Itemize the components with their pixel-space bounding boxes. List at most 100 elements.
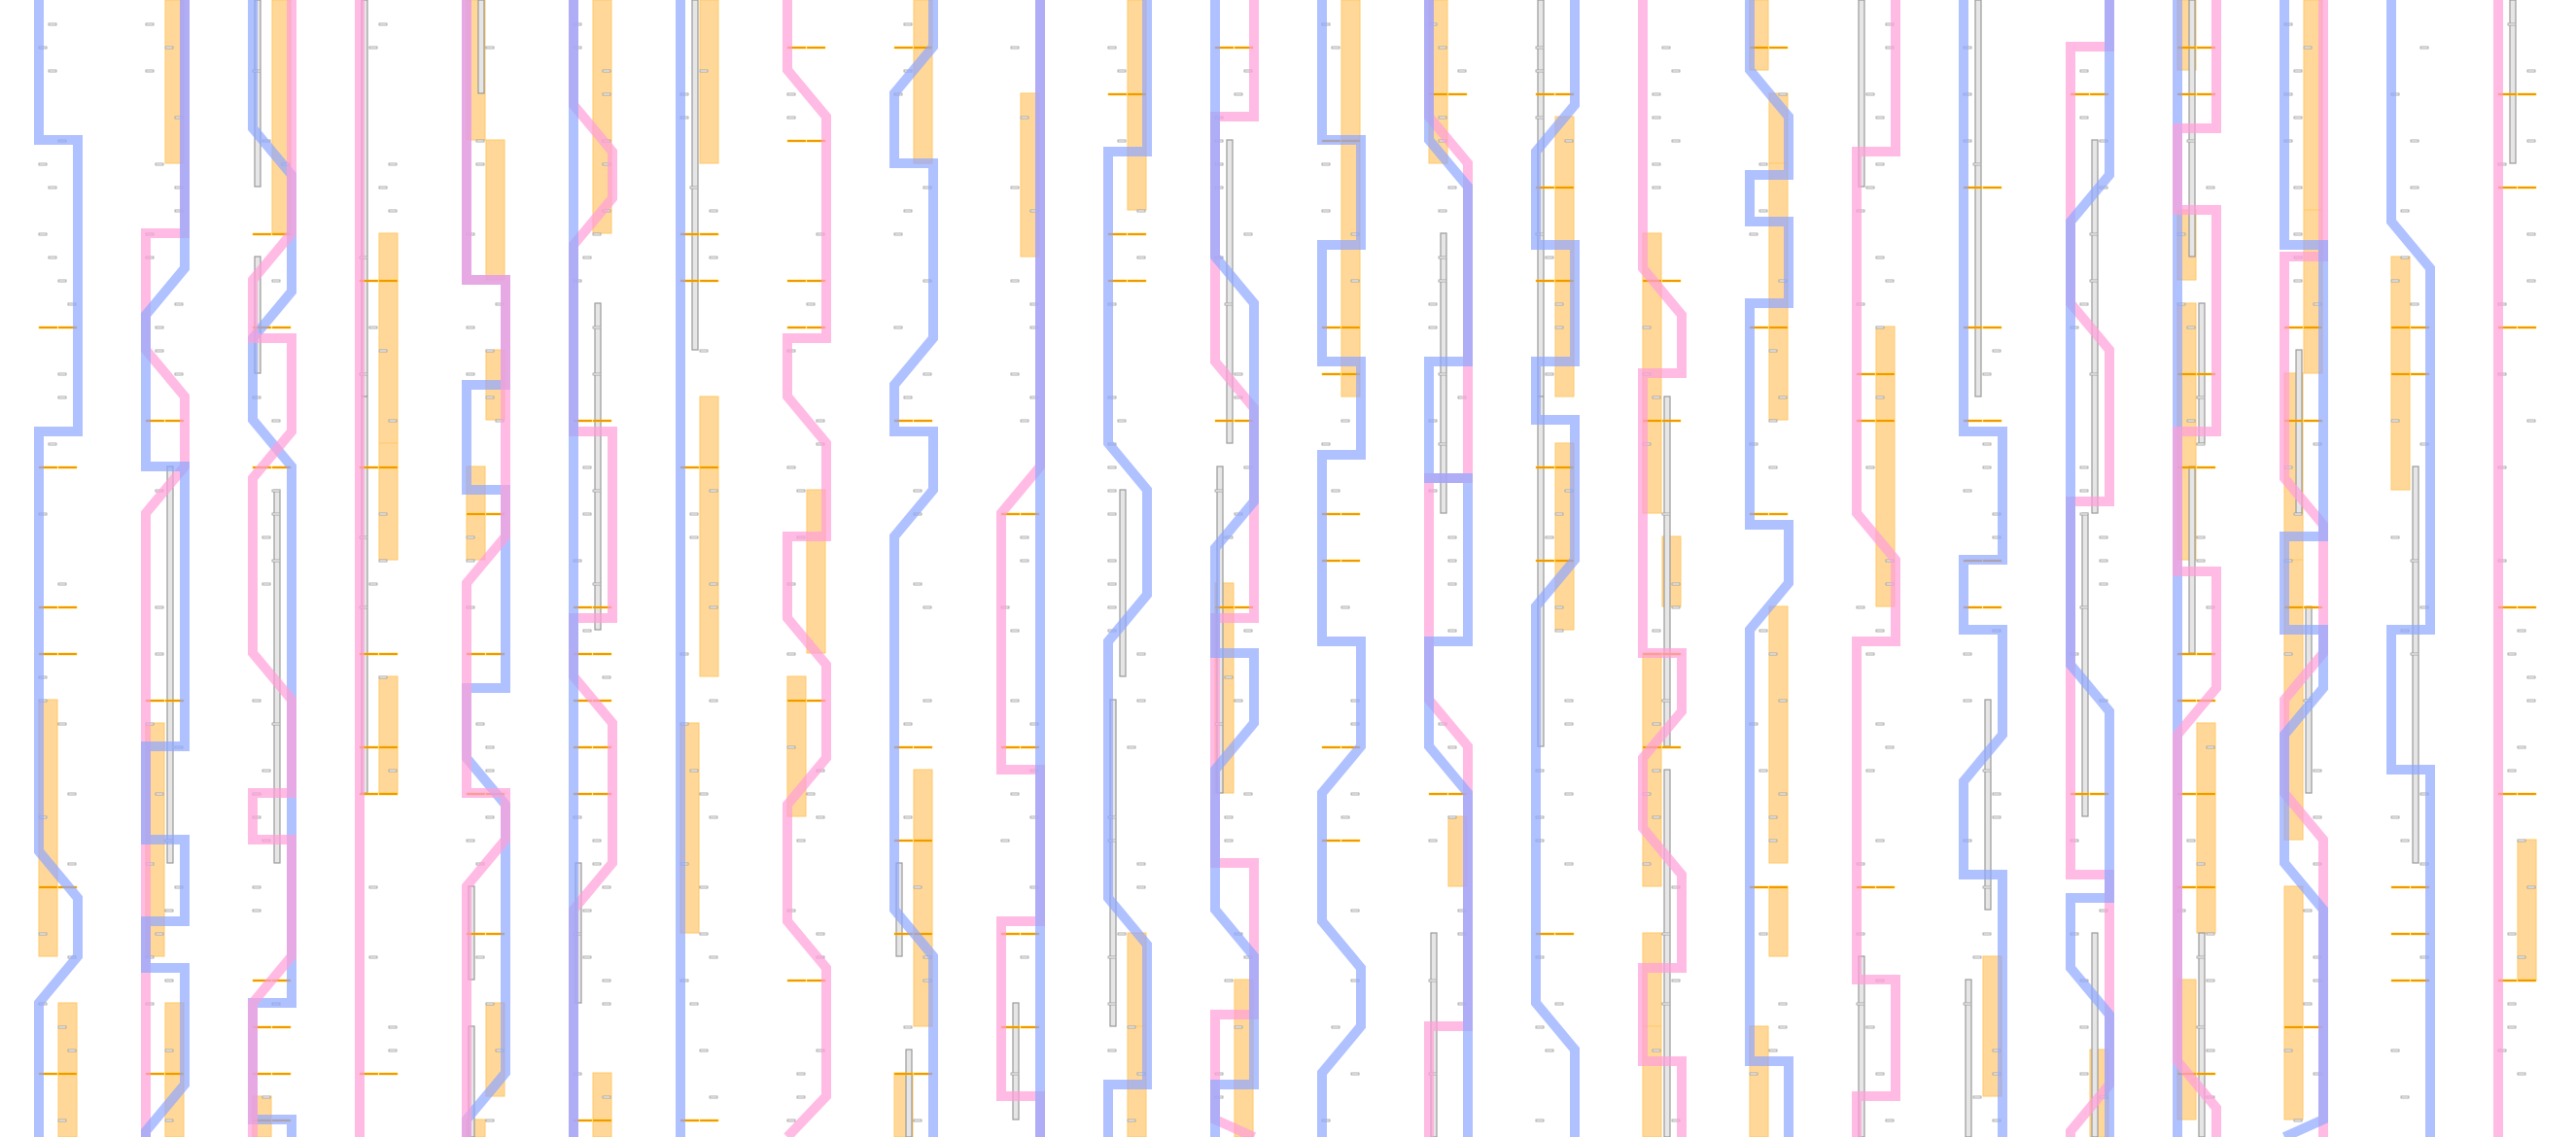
tick-mark	[602, 675, 611, 679]
signal-dash	[1447, 92, 1468, 96]
tick-mark	[1661, 932, 1671, 936]
rail-segment	[2509, 0, 2517, 164]
tick-mark	[1875, 722, 1885, 726]
tick-mark	[1768, 419, 1778, 423]
tick-mark	[689, 512, 699, 516]
tick-mark	[1758, 209, 1768, 213]
tick-mark	[2526, 699, 2536, 703]
storage-block	[378, 675, 399, 794]
tick-mark	[1671, 139, 1681, 143]
tick-mark	[1331, 46, 1340, 50]
tick-mark	[1652, 116, 1661, 120]
tick-mark	[48, 256, 57, 259]
tick-mark	[2099, 535, 2108, 539]
tick-mark	[2526, 419, 2536, 423]
tick-mark	[38, 162, 48, 166]
tick-mark	[1972, 162, 1982, 166]
tick-mark	[57, 396, 67, 399]
rail-segment	[2198, 932, 2206, 1137]
tick-mark	[1331, 1025, 1340, 1029]
tick-mark	[709, 209, 718, 213]
tick-mark	[1758, 932, 1768, 936]
signal-dash	[893, 1072, 914, 1076]
tick-mark	[1671, 582, 1681, 586]
tick-mark	[1010, 186, 1020, 190]
tick-mark	[1642, 862, 1652, 866]
tick-mark	[1661, 699, 1671, 703]
tick-mark	[261, 582, 271, 586]
tick-mark	[1107, 582, 1117, 586]
tick-mark	[1447, 559, 1457, 563]
tick-mark	[155, 932, 164, 936]
tick-mark	[1982, 465, 1992, 469]
signal-dash	[1768, 885, 1789, 889]
tick-mark	[1749, 1072, 1758, 1076]
rail-segment	[691, 0, 699, 351]
tick-mark	[2079, 1025, 2089, 1029]
tick-mark	[155, 652, 164, 656]
tick-mark	[475, 162, 485, 166]
tick-mark	[1010, 279, 1020, 283]
tick-mark	[485, 396, 495, 399]
tick-mark	[1652, 92, 1661, 96]
tick-mark	[1136, 652, 1146, 656]
signal-dash	[786, 979, 807, 982]
signal-dash	[1661, 745, 1682, 749]
tick-mark	[796, 1095, 806, 1099]
tick-mark	[1107, 489, 1117, 493]
storage-block	[592, 0, 612, 234]
signal-dash	[786, 326, 807, 329]
tick-mark	[388, 1049, 398, 1052]
tick-mark	[1875, 256, 1885, 259]
signal-dash	[2390, 932, 2411, 936]
tick-mark	[1875, 326, 1885, 329]
tick-mark	[1234, 1025, 1243, 1029]
tick-mark	[1554, 512, 1564, 516]
blue-route-path	[1424, 0, 1473, 1137]
rail-segment	[2412, 465, 2419, 864]
storage-block	[2283, 885, 2304, 1120]
tick-mark	[38, 932, 48, 936]
tick-mark	[48, 442, 57, 446]
signal-dash	[2517, 792, 2537, 796]
tick-mark	[1447, 629, 1457, 633]
tick-mark	[1107, 465, 1117, 469]
tick-mark	[1564, 139, 1574, 143]
tick-mark	[2186, 419, 2196, 423]
tick-mark	[475, 955, 485, 959]
tick-mark	[271, 489, 281, 493]
tick-mark	[2526, 675, 2536, 679]
tick-mark	[1438, 46, 1447, 50]
signal-dash	[592, 419, 612, 423]
storage-block	[592, 1072, 612, 1137]
signal-dash	[1214, 419, 1235, 423]
tick-mark	[1778, 92, 1788, 96]
tick-mark	[2079, 512, 2089, 516]
storage-block	[378, 442, 399, 561]
tick-mark	[2526, 232, 2536, 236]
tick-mark	[57, 372, 67, 376]
blue-route-path	[1959, 0, 2007, 1137]
tick-mark	[252, 909, 261, 913]
tick-mark	[2089, 232, 2099, 236]
tick-mark	[2303, 1002, 2313, 1006]
tick-mark	[592, 839, 602, 843]
tick-mark	[1010, 699, 1020, 703]
signal-dash	[592, 652, 612, 656]
storage-block	[1768, 605, 1789, 864]
signal-dash	[913, 839, 933, 843]
tick-mark	[903, 209, 913, 213]
tick-mark	[1010, 46, 1020, 50]
tick-mark	[786, 92, 796, 96]
storage-block	[913, 769, 933, 1027]
signal-dash	[271, 1025, 292, 1029]
signal-dash	[2283, 1025, 2304, 1029]
tick-mark	[271, 279, 281, 283]
tick-mark	[913, 885, 922, 889]
tick-mark	[1992, 792, 2002, 796]
tick-mark	[1243, 792, 1253, 796]
tick-mark	[1107, 605, 1117, 609]
signal-dash	[378, 745, 399, 749]
tick-mark	[388, 162, 398, 166]
signal-dash	[1340, 512, 1361, 516]
